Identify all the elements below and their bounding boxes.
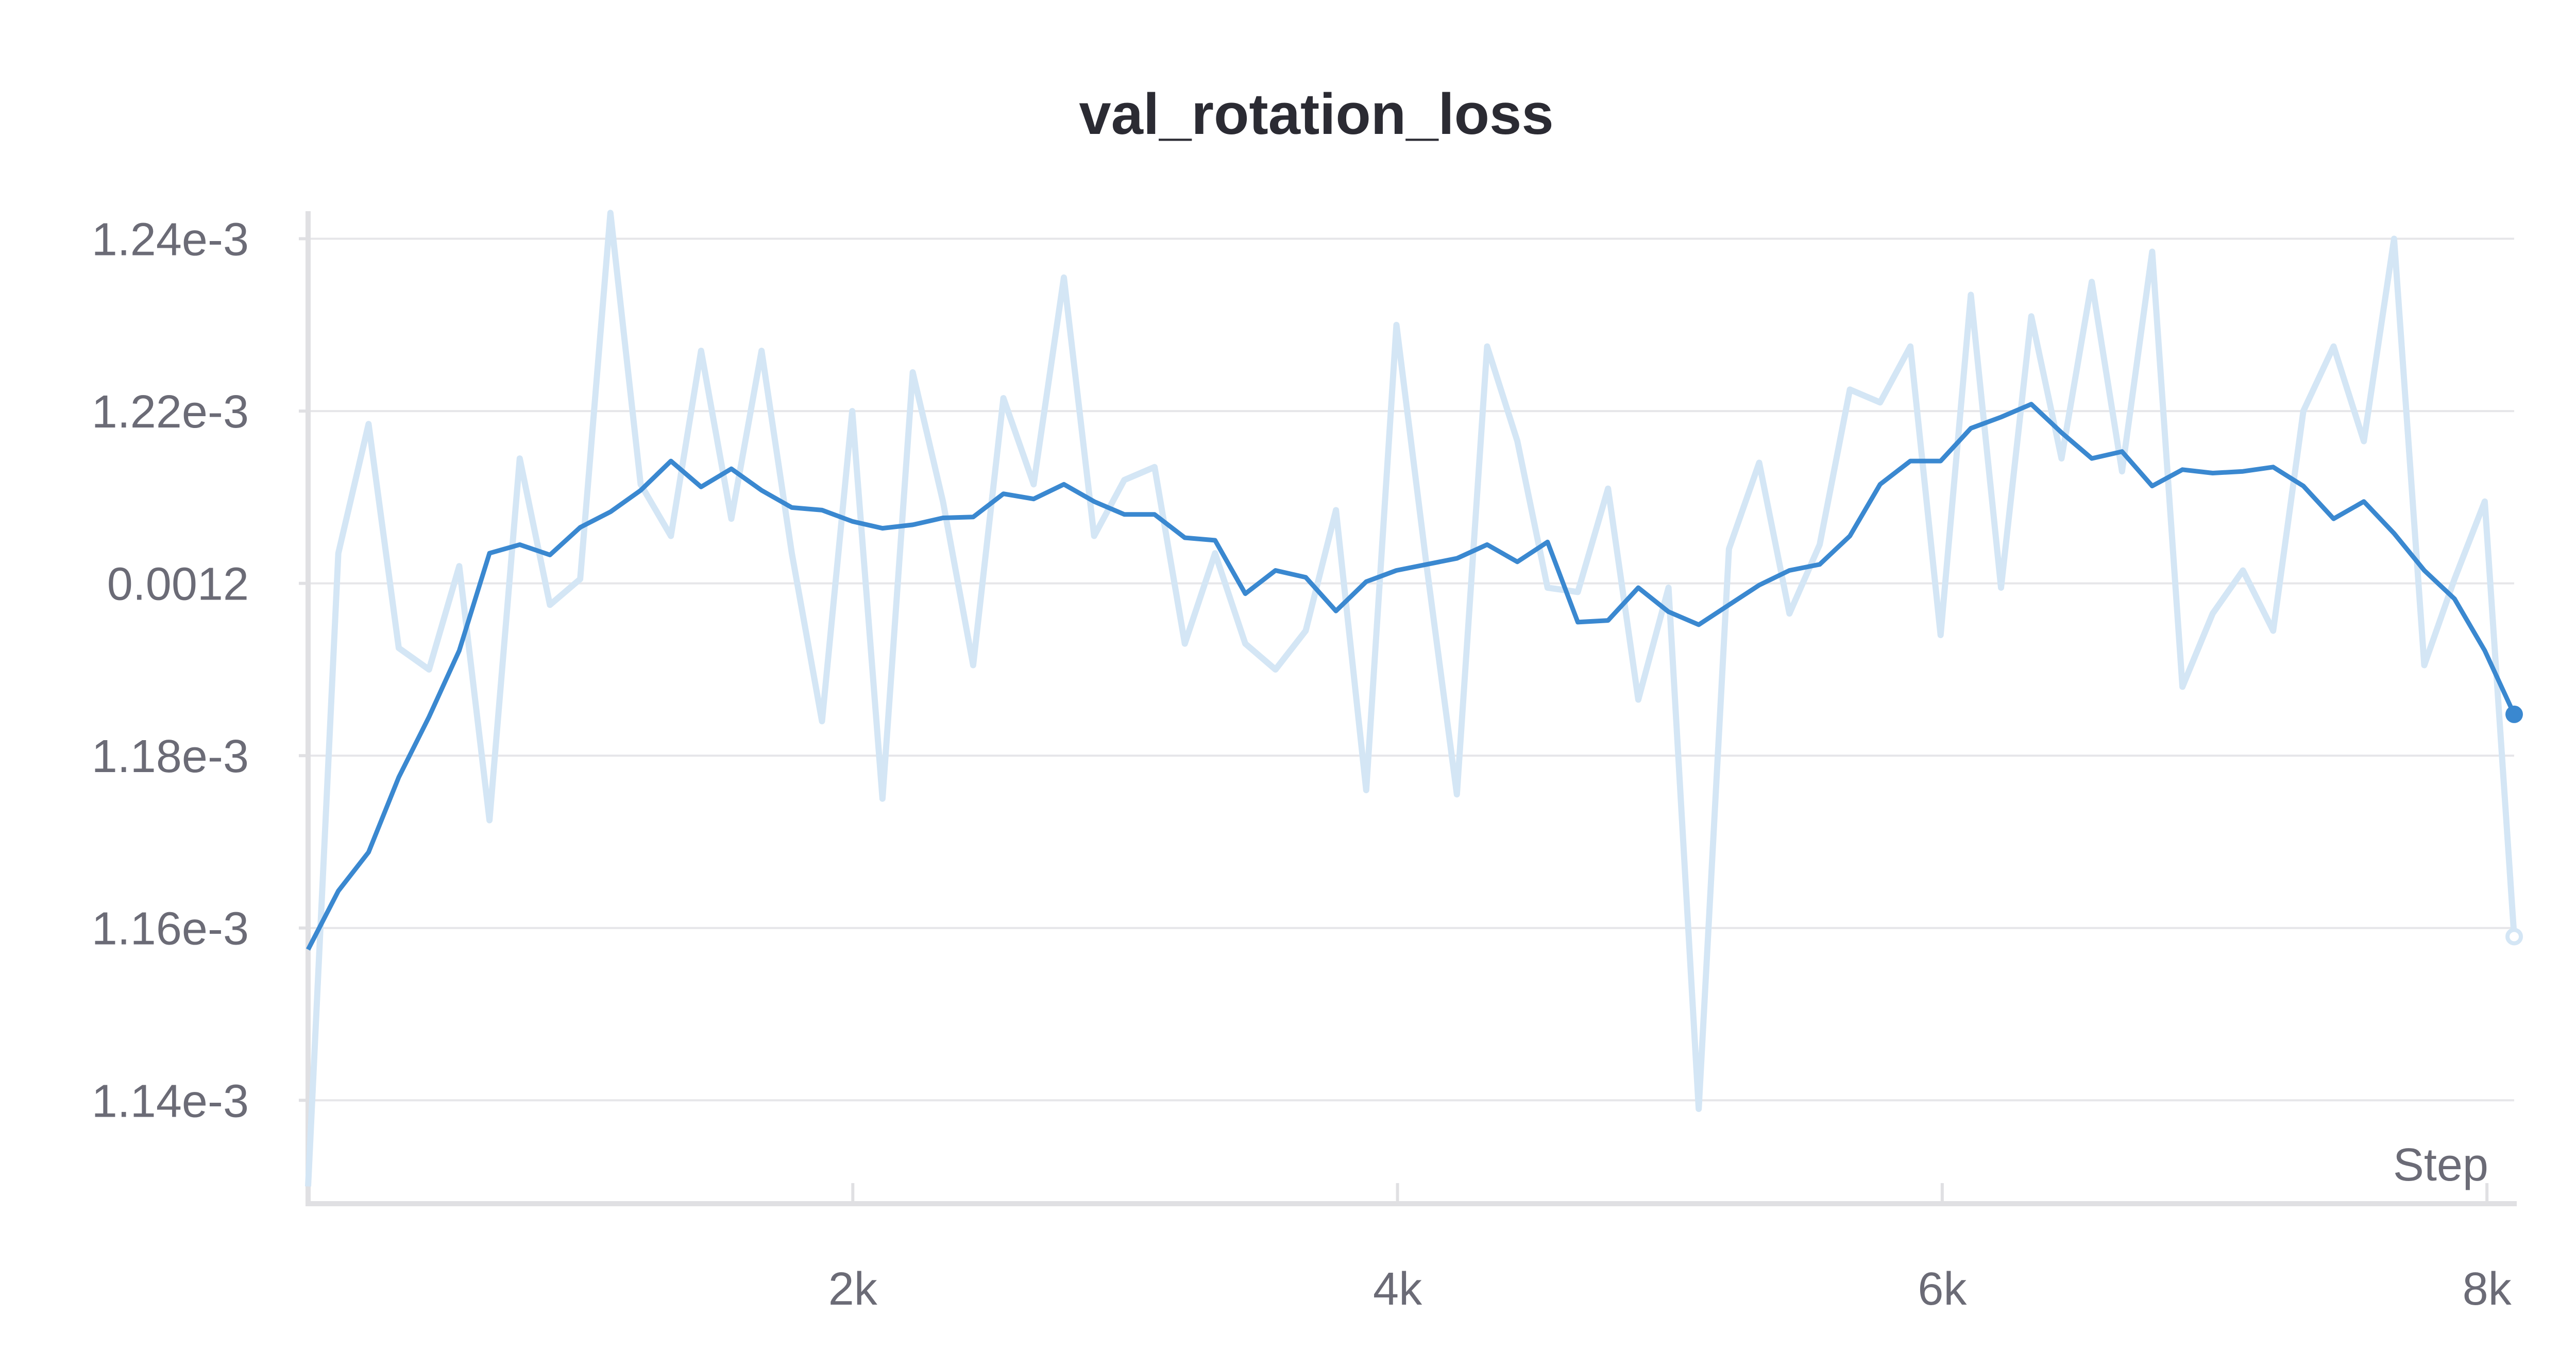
- grid-lines: [299, 237, 2514, 1102]
- axes: [306, 211, 2517, 1206]
- x-tick-labels: 2k 4k 6k 8k: [828, 1183, 2512, 1315]
- smoothed-endpoint-marker: [2505, 705, 2523, 723]
- y-tick-label: 1.18e-3: [92, 731, 249, 782]
- x-tick-label: 4k: [1373, 1263, 1422, 1315]
- series: [305, 210, 2523, 1187]
- chart-title: val_rotation_loss: [1079, 82, 1553, 146]
- y-tick-labels: 1.14e-3 1.16e-3 1.18e-3 0.0012 1.22e-3 1.24e-…: [92, 214, 249, 1127]
- y-tick-label: 1.22e-3: [92, 386, 249, 438]
- x-tick-label: 6k: [1918, 1263, 1967, 1315]
- x-tick-label: 2k: [828, 1263, 878, 1315]
- x-tick-label: 8k: [2463, 1263, 2512, 1315]
- y-tick-label: 0.0012: [107, 559, 249, 610]
- y-tick-label: 1.14e-3: [92, 1075, 249, 1127]
- x-axis-label: Step: [2393, 1139, 2488, 1191]
- raw-endpoint-marker: [2505, 928, 2523, 946]
- y-tick-label: 1.16e-3: [92, 903, 249, 955]
- raw-series-line: [305, 210, 2517, 1187]
- smoothed-series-line: [306, 402, 2517, 951]
- y-tick-label: 1.24e-3: [92, 214, 249, 266]
